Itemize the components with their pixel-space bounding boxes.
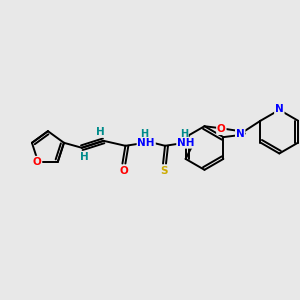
Text: NH: NH [177, 138, 195, 148]
Text: H: H [180, 129, 188, 139]
Text: H: H [96, 127, 105, 137]
Text: H: H [80, 152, 89, 162]
Text: O: O [119, 166, 128, 176]
Text: O: O [33, 157, 41, 166]
Text: NH: NH [137, 138, 155, 148]
Text: S: S [160, 166, 168, 176]
Text: N: N [236, 129, 244, 139]
Text: H: H [140, 129, 148, 139]
Text: O: O [217, 124, 226, 134]
Text: N: N [275, 104, 284, 114]
